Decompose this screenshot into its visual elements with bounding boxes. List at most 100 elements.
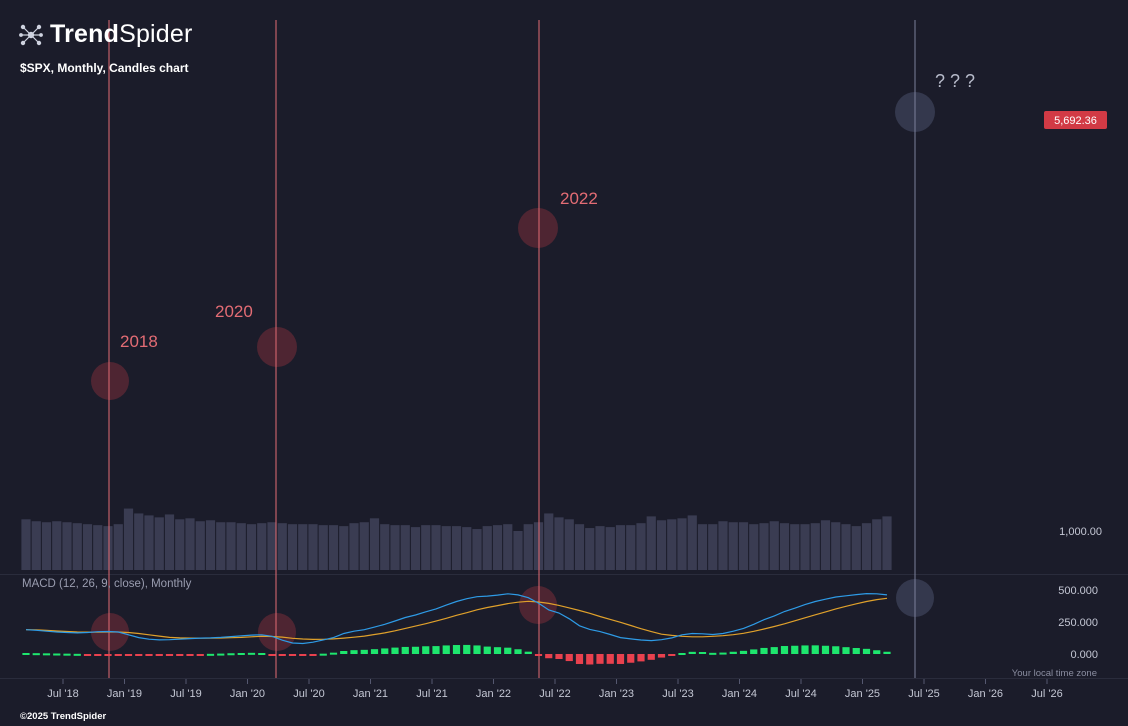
- volume-bar: [492, 525, 503, 570]
- macd-histogram-bar: [504, 647, 512, 654]
- macd-histogram-bar: [104, 654, 112, 656]
- macd-histogram-bar: [370, 649, 379, 654]
- macd-histogram-bar: [565, 654, 573, 662]
- macd-histogram-bar: [719, 652, 727, 655]
- volume-bar: [882, 516, 892, 570]
- chart-title: $SPX, Monthly, Candles chart: [20, 61, 189, 75]
- macd-histogram-bar: [53, 653, 61, 656]
- macd-histogram-bar: [32, 653, 40, 656]
- volume-bar: [267, 522, 277, 570]
- macd-histogram-bar: [616, 654, 625, 664]
- highlight-circle: [258, 613, 296, 651]
- macd-histogram-bar: [340, 651, 348, 654]
- macd-histogram-bar: [575, 654, 584, 664]
- volume-bar: [328, 525, 339, 570]
- macd-histogram-bar: [739, 650, 748, 654]
- volume-bar: [308, 524, 318, 570]
- volume-bar: [697, 524, 708, 570]
- macd-axis-label: 500.000: [1058, 585, 1098, 597]
- volume-bar: [134, 513, 144, 570]
- macd-histogram-bar: [217, 653, 225, 656]
- volume-bar: [831, 522, 841, 570]
- macd-histogram-bar: [627, 654, 635, 663]
- highlight-circle: [519, 586, 557, 624]
- spider-icon: [19, 24, 43, 45]
- annotation-2020: 2020: [215, 302, 253, 321]
- volume-bar: [779, 523, 790, 570]
- volume-bar: [246, 524, 257, 570]
- macd-histogram-bar: [514, 649, 522, 654]
- macd-histogram-bar: [268, 654, 276, 656]
- macd-axis-label: 250.000: [1058, 617, 1098, 629]
- macd-histogram-bar: [381, 648, 389, 654]
- macd-histogram-bar: [278, 654, 286, 656]
- volume-bar: [646, 516, 656, 570]
- logo-wordmark: TrendSpider: [50, 20, 193, 48]
- macd-histogram-bar: [196, 654, 204, 656]
- last-price-badge: [1044, 111, 1107, 129]
- volume-bar: [410, 527, 421, 570]
- macd-histogram-bar: [555, 654, 563, 659]
- volume-bar: [810, 523, 820, 570]
- volume-bar: [144, 515, 154, 570]
- macd-histogram-bar: [432, 646, 440, 654]
- volume-bar: [175, 519, 185, 570]
- x-axis-label: Jan '25: [845, 688, 880, 700]
- macd-histogram-bar: [750, 649, 758, 654]
- volume-bar: [585, 528, 595, 570]
- volume-bar: [574, 524, 585, 570]
- volume-bar: [82, 524, 93, 570]
- annotation-2022: 2022: [560, 189, 598, 208]
- volume-bar: [31, 521, 41, 570]
- volume-bar: [462, 527, 472, 570]
- macd-histogram-bar: [842, 647, 850, 654]
- macd-histogram-bar: [206, 653, 215, 656]
- x-axis-label: Jan '19: [107, 688, 142, 700]
- volume-bar: [451, 526, 462, 570]
- macd-histogram-bar: [473, 645, 481, 654]
- volume-bar: [205, 520, 216, 570]
- macd-histogram-bar: [73, 653, 81, 656]
- macd-histogram-bar: [288, 654, 297, 656]
- volume-bar: [564, 519, 574, 570]
- volume-bar: [164, 514, 175, 570]
- volume-bar: [62, 522, 72, 570]
- x-axis-label: Jan '24: [722, 688, 757, 700]
- macd-histogram-bar: [821, 645, 830, 654]
- annotation-question: ? ? ?: [935, 71, 975, 91]
- volume-bar: [400, 525, 410, 570]
- volume-bar: [41, 522, 52, 570]
- x-axis-label: Jan '23: [599, 688, 634, 700]
- volume-bar: [544, 513, 554, 570]
- macd-histogram-bar: [227, 653, 235, 656]
- x-axis-label: Jul '23: [662, 688, 693, 700]
- copyright-text: ©2025 TrendSpider: [20, 711, 107, 722]
- axis-separator: [0, 678, 1128, 679]
- highlight-circle: [91, 362, 129, 400]
- volume-bar: [257, 523, 267, 570]
- macd-histogram-bar: [442, 645, 450, 654]
- x-axis-label: Jul '22: [539, 688, 570, 700]
- volume-bar: [656, 520, 667, 570]
- macd-histogram-bar: [811, 645, 819, 654]
- volume-bar: [503, 524, 513, 570]
- macd-histogram-bar: [688, 651, 696, 654]
- x-axis-label: Jul '21: [416, 688, 447, 700]
- macd-histogram-bar: [698, 652, 707, 655]
- volume-bar: [113, 524, 123, 570]
- macd-histogram-bar: [83, 654, 92, 656]
- volume-bar: [841, 524, 851, 570]
- macd-histogram-bar: [319, 653, 327, 656]
- macd-histogram-bar: [422, 646, 430, 654]
- volume-bar: [513, 531, 523, 570]
- macd-histogram-bar: [329, 652, 338, 655]
- volume-bar: [472, 529, 482, 570]
- x-axis-label: Jul '18: [47, 688, 78, 700]
- trendspider-logo: TrendSpider: [18, 20, 193, 49]
- volume-bar: [287, 524, 298, 570]
- volume-bar: [21, 519, 31, 570]
- x-axis-label: Jul '19: [170, 688, 201, 700]
- volume-bar: [636, 523, 646, 570]
